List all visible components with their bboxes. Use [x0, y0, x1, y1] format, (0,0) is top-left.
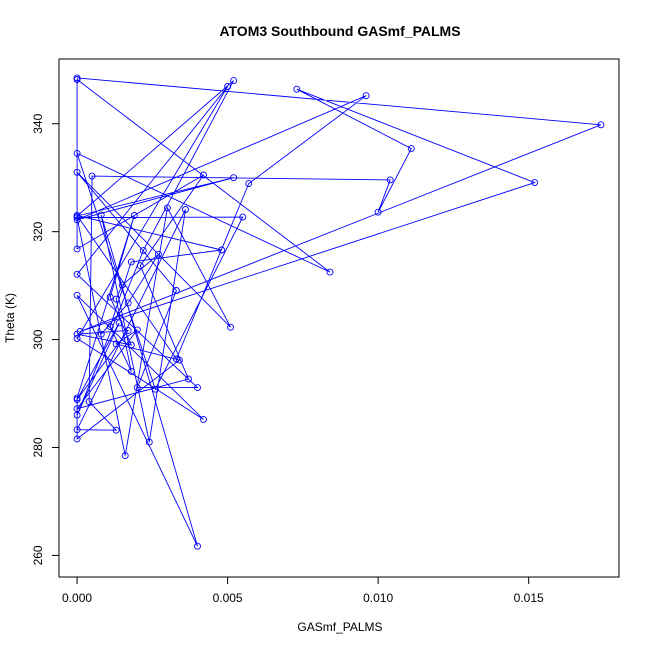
y-tick-label: 300: [31, 329, 45, 349]
data-point: [112, 426, 120, 434]
y-tick-label: 260: [31, 545, 45, 565]
data-point: [172, 287, 180, 294]
data-point: [124, 326, 132, 334]
data-point: [200, 415, 207, 423]
data-point: [224, 83, 232, 90]
data-point: [374, 208, 382, 216]
data-point: [115, 319, 123, 327]
data-point: [245, 180, 253, 188]
data-point: [106, 323, 114, 331]
data-point: [88, 172, 96, 180]
series-line: [75, 77, 602, 547]
x-tick-label: 0.010: [363, 591, 393, 605]
data-point: [73, 76, 81, 83]
x-tick-label: 0.005: [213, 591, 243, 605]
data-point: [73, 411, 81, 419]
data-point: [151, 385, 159, 393]
data-point: [73, 212, 81, 219]
x-axis-label: GASmf_PALMS: [297, 620, 382, 634]
data-point: [73, 216, 81, 224]
data-point: [112, 295, 120, 303]
data-point: [73, 330, 81, 338]
data-point: [130, 212, 138, 219]
data-point: [218, 246, 226, 254]
data-point: [172, 355, 180, 363]
data-point: [73, 168, 81, 176]
data-point: [124, 299, 132, 307]
series-layer: [73, 74, 605, 550]
data-point: [230, 174, 238, 182]
data-point: [200, 171, 207, 179]
data-point: [73, 270, 81, 278]
x-axis: 0.000 0.005 0.010 0.015: [62, 576, 544, 605]
data-point: [136, 262, 144, 270]
data-point: [73, 149, 81, 157]
data-point: [239, 213, 247, 221]
y-tick-label: 280: [31, 437, 45, 457]
data-point: [154, 250, 162, 258]
data-point: [73, 426, 81, 434]
chart-title: ATOM3 Southbound GASmf_PALMS: [219, 23, 460, 39]
data-point: [73, 335, 81, 342]
data-point: [121, 452, 129, 460]
data-point: [230, 77, 238, 85]
data-point: [127, 258, 135, 266]
data-point: [73, 435, 81, 443]
data-point: [112, 340, 120, 348]
data-point: [73, 291, 81, 299]
data-point: [97, 211, 105, 219]
data-point: [175, 356, 183, 364]
data-point: [133, 326, 141, 334]
x-tick-label: 0.000: [62, 591, 92, 605]
y-tick-label: 320: [31, 221, 45, 241]
y-axis: 260 280 300 320 340: [31, 113, 60, 565]
data-point: [362, 92, 370, 100]
data-point: [227, 323, 235, 331]
data-point: [531, 179, 539, 187]
data-point: [194, 542, 201, 550]
data-point: [133, 384, 141, 392]
data-point: [118, 281, 126, 289]
data-point: [73, 396, 81, 403]
data-point: [85, 398, 93, 406]
data-point: [163, 204, 171, 212]
y-axis-label: Theta (K): [3, 293, 17, 343]
data-point: [386, 176, 394, 184]
data-point: [127, 341, 135, 349]
x-tick-label: 0.015: [514, 591, 544, 605]
data-point: [182, 206, 189, 213]
data-point: [597, 121, 605, 129]
data-point: [407, 145, 415, 153]
data-point: [194, 384, 201, 392]
data-point: [106, 293, 114, 301]
data-point: [145, 438, 153, 446]
data-point: [73, 245, 81, 253]
data-point: [97, 330, 105, 338]
data-point: [185, 375, 192, 383]
data-point: [293, 85, 301, 93]
y-tick-label: 340: [31, 113, 45, 133]
data-point: [326, 268, 334, 276]
data-point: [127, 367, 135, 375]
data-point: [139, 247, 147, 255]
